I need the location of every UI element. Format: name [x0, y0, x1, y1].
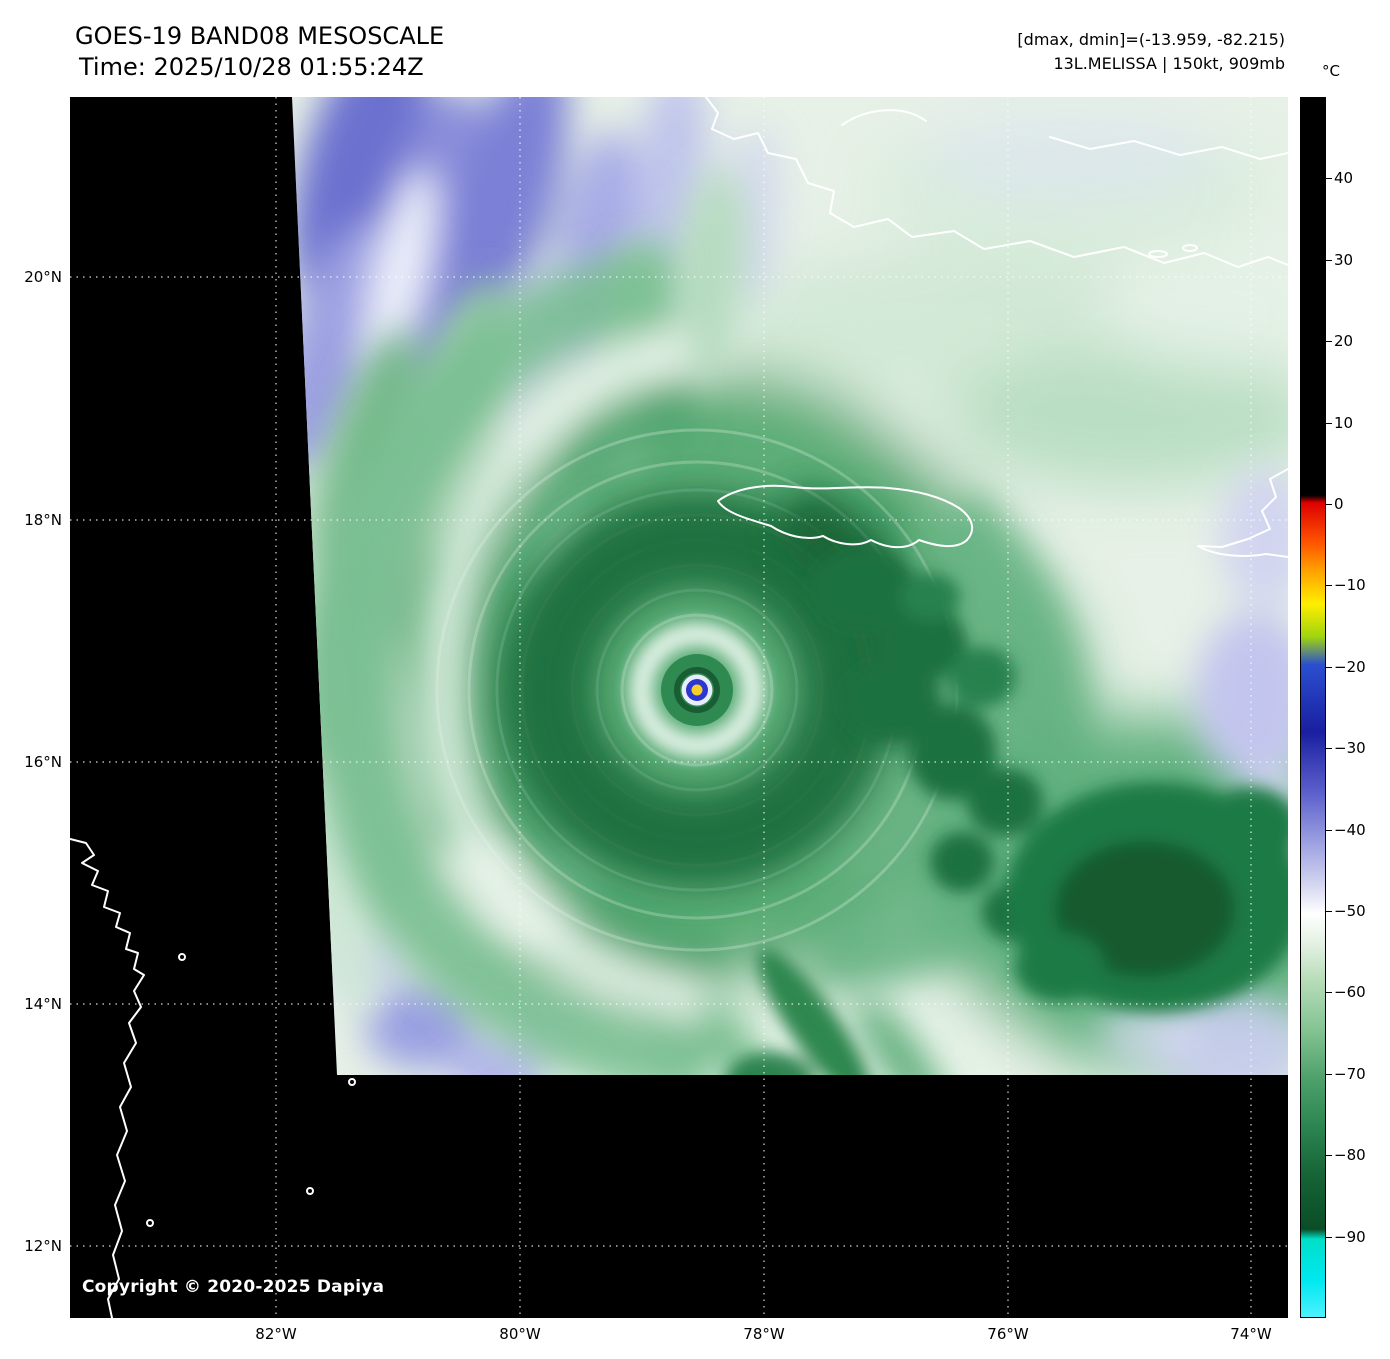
grid-lines: [70, 97, 1288, 1318]
hurricane-eye: [629, 622, 765, 758]
colorbar-tick-label: 40: [1325, 169, 1354, 187]
lat-label-16n: 16°N: [24, 753, 62, 771]
lat-label-12n: 12°N: [24, 1237, 62, 1255]
colorbar-gradient: [1300, 97, 1326, 1318]
small-islands: [146, 953, 356, 1227]
colorbar-tick-label: −80: [1326, 1146, 1366, 1164]
lat-label-18n: 18°N: [24, 511, 62, 529]
lat-label-14n: 14°N: [24, 995, 62, 1013]
coastlines: [70, 97, 1288, 1318]
coastline-cuba: [705, 97, 1288, 268]
cayman-islands: [1148, 244, 1198, 258]
colorbar-tick-label: 30: [1325, 251, 1354, 269]
colorbar-tick-label: −40: [1326, 821, 1366, 839]
colorbar-tick-label: 10: [1325, 414, 1354, 432]
colorbar-tick-label: −90: [1326, 1228, 1366, 1246]
lon-label-74w: 74°W: [1230, 1325, 1272, 1343]
colorbar-tick-label: 0: [1326, 495, 1344, 513]
colorbar-tick-label: −20: [1326, 658, 1366, 676]
spiral-rainbands: [313, 247, 1086, 1075]
lon-label-80w: 80°W: [499, 1325, 541, 1343]
product-title: GOES-19 BAND08 MESOSCALE: [75, 22, 445, 50]
satellite-map: [70, 97, 1288, 1318]
colorbar-tick-label: −60: [1326, 983, 1366, 1001]
convective-cells: [725, 547, 1288, 1075]
coastline-cuba-north: [841, 109, 1288, 160]
colorbar-tick-label: −10: [1326, 576, 1366, 594]
lon-label-78w: 78°W: [743, 1325, 785, 1343]
colorbar-tick-label: −70: [1326, 1065, 1366, 1083]
colorbar-tick-label: 20: [1325, 332, 1354, 350]
coastline-jamaica: [717, 484, 974, 549]
map-panel: Copyright © 2020-2025 Dapiya: [70, 97, 1288, 1318]
dmax-dmin-readout: [dmax, dmin]=(-13.959, -82.215): [1017, 30, 1285, 49]
product-time: Time: 2025/10/28 01:55:24Z: [79, 53, 424, 81]
colorbar-tick-label: −50: [1326, 902, 1366, 920]
lon-label-82w: 82°W: [255, 1325, 297, 1343]
colorbar-unit: °C: [1322, 62, 1340, 80]
lon-label-76w: 76°W: [987, 1325, 1029, 1343]
copyright-text: Copyright © 2020-2025 Dapiya: [82, 1277, 385, 1297]
satellite-data-sector: [292, 97, 1288, 1075]
coastline-hispaniola: [1197, 468, 1288, 558]
colorbar-tick-label: −30: [1326, 739, 1366, 757]
lat-label-20n: 20°N: [24, 268, 62, 286]
coastline-central-america: [70, 838, 145, 1318]
storm-info: 13L.MELISSA | 150kt, 909mb: [1053, 54, 1285, 73]
